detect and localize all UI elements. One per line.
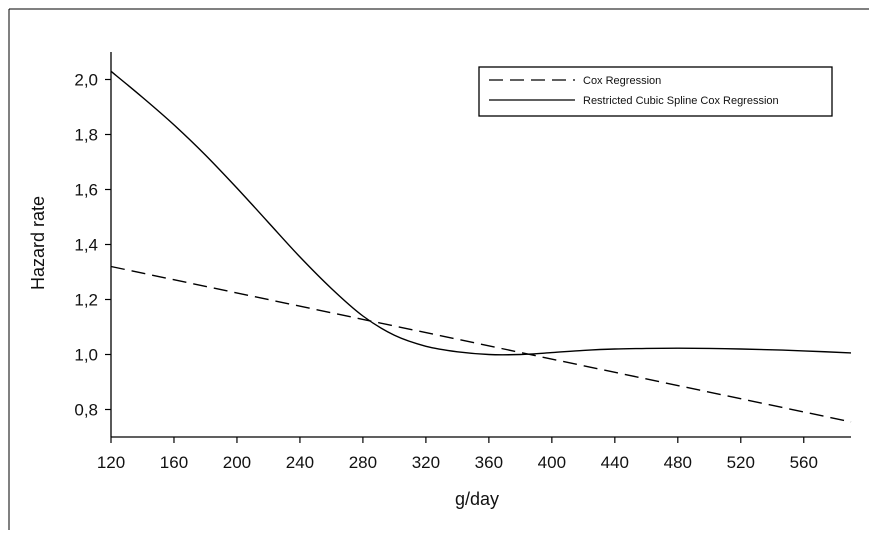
x-tick-label: 320: [412, 453, 440, 472]
x-tick-label: 240: [286, 453, 314, 472]
series-line-restricted-cubic-spline: [110, 70, 852, 356]
x-tick-label: 560: [790, 453, 818, 472]
y-tick-label: 2,0: [74, 71, 98, 90]
legend-box: [478, 66, 833, 117]
y-axis-title: Hazard rate: [28, 196, 48, 290]
x-axis-ticks: 120 160 200 240 280 320 360 400 440 480 520 560: [97, 437, 818, 472]
legend: Cox Regression Restricted Cubic Spline C…: [478, 66, 833, 117]
x-tick-label: 200: [223, 453, 251, 472]
x-tick-label: 480: [664, 453, 692, 472]
legend-label-restricted-cubic-spline: Restricted Cubic Spline Cox Regression: [583, 95, 779, 107]
y-tick-label: 0,8: [74, 401, 98, 420]
y-tick-label: 1,2: [74, 291, 98, 310]
series-layer: [110, 70, 852, 423]
x-tick-label: 400: [538, 453, 566, 472]
y-tick-label: 1,8: [74, 126, 98, 145]
y-tick-label: 1,4: [74, 236, 98, 255]
x-tick-label: 280: [349, 453, 377, 472]
series-line-cox-regression: [110, 265, 852, 423]
x-tick-label: 160: [160, 453, 188, 472]
x-tick-label: 440: [601, 453, 629, 472]
y-axis-ticks: 0,8 1,0 1,2 1,4 1,6 1,8 2,0: [74, 71, 111, 420]
x-axis-title: g/day: [455, 489, 499, 509]
y-tick-label: 1,0: [74, 346, 98, 365]
y-tick-label: 1,6: [74, 181, 98, 200]
x-tick-label: 520: [727, 453, 755, 472]
x-tick-label: 360: [475, 453, 503, 472]
figure-frame: [8, 8, 869, 530]
x-tick-label: 120: [97, 453, 125, 472]
legend-label-cox-regression: Cox Regression: [583, 75, 661, 87]
